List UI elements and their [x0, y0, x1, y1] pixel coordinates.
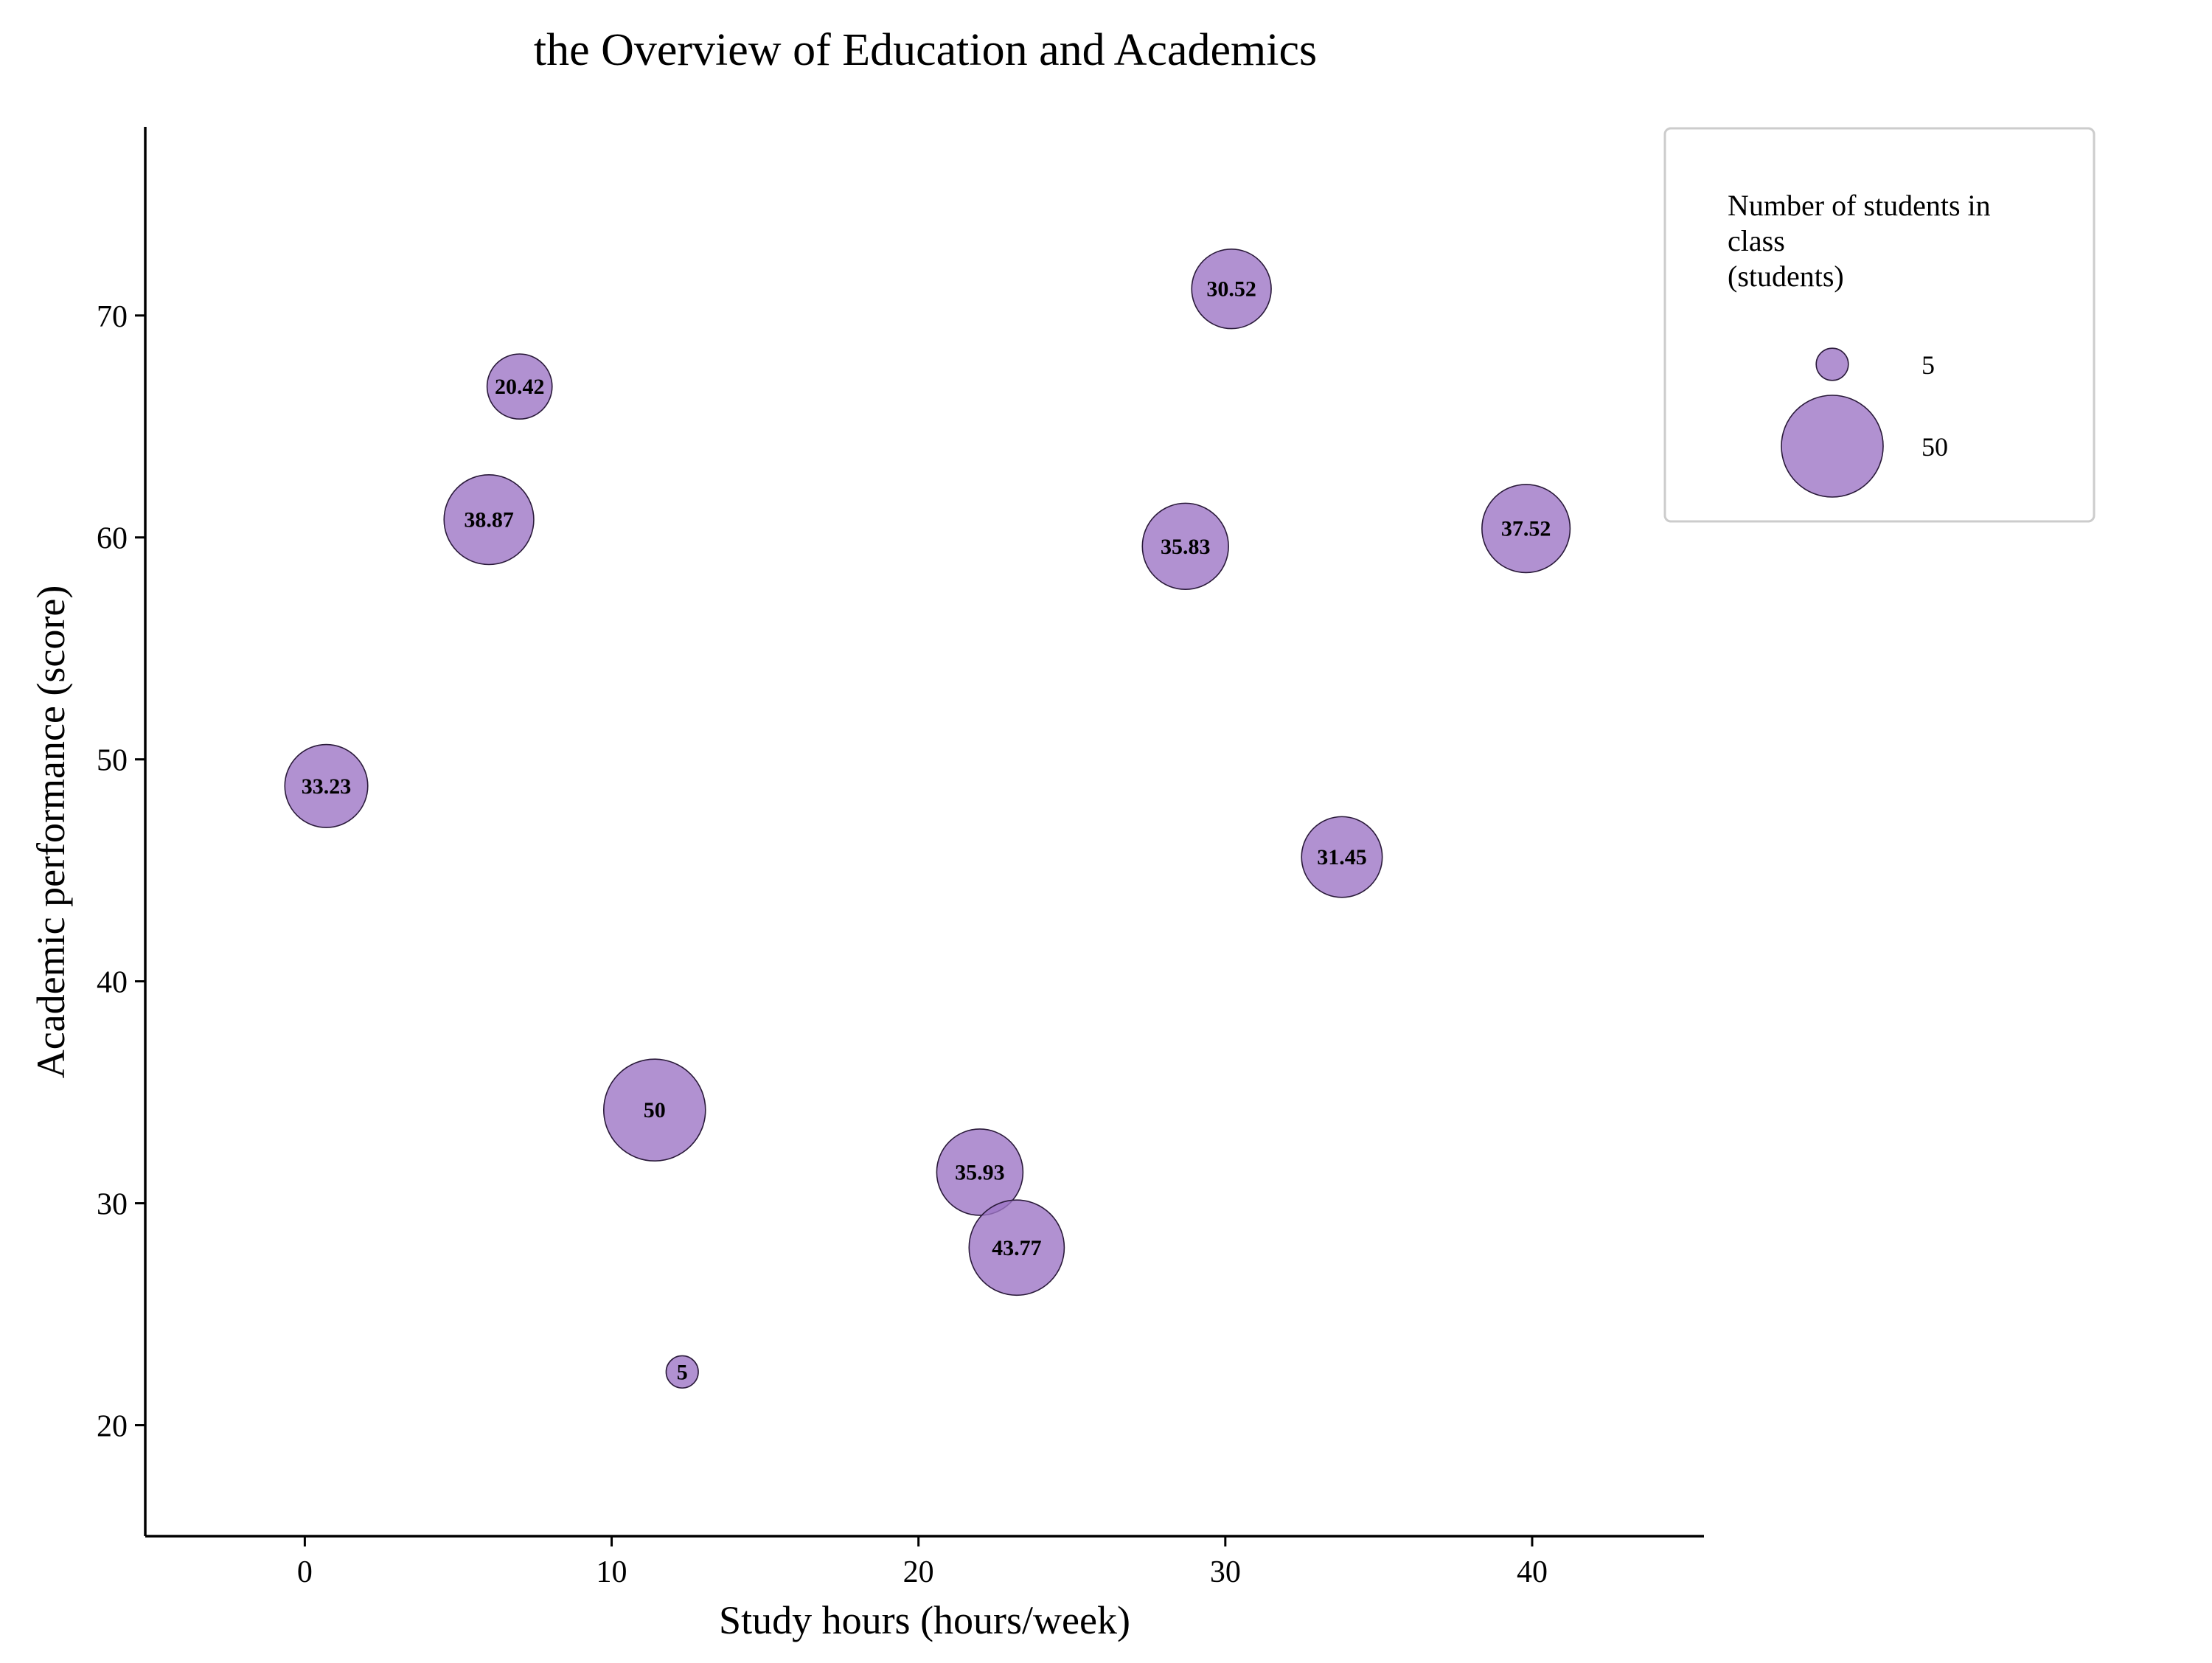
legend-bubble	[1815, 347, 1849, 381]
x-tick-label: 20	[903, 1555, 934, 1589]
chart-title: the Overview of Education and Academics	[534, 25, 1317, 75]
bubble-data-label: 20.42	[495, 375, 545, 399]
x-ticks: 0 10 20 30 40	[297, 1536, 1548, 1589]
bubble-point	[936, 1128, 1024, 1216]
bubble-point	[665, 1355, 699, 1389]
bubble-point	[1481, 484, 1571, 574]
bubble-data-label: 35.93	[955, 1160, 1005, 1184]
y-tick-label: 20	[97, 1410, 128, 1444]
bubble-data-label: 5	[677, 1360, 688, 1384]
bubbles: 33.23 38.87 20.42 50 5 35.93 43.77 35.83 30.52 31…	[284, 248, 1571, 1389]
y-axis-label: Academic performance (score)	[29, 586, 73, 1079]
y-tick-label: 60	[97, 522, 128, 556]
legend-entry-label: 50	[1921, 432, 1948, 462]
bubble-point	[968, 1199, 1065, 1296]
legend: Number of students in class (students) 5 50	[1663, 127, 2096, 523]
axes	[144, 127, 1704, 1538]
bubble-data-label: 37.52	[1501, 517, 1551, 541]
bubble-point	[284, 743, 369, 828]
bubble-point	[443, 474, 535, 566]
x-tick-label: 30	[1210, 1555, 1241, 1589]
bubble-data-label: 35.83	[1161, 535, 1211, 559]
y-tick-label: 70	[97, 300, 128, 334]
legend-title: Number of students in class (students)	[1728, 189, 1991, 293]
x-axis-label: Study hours (hours/week)	[719, 1598, 1130, 1642]
legend-frame	[1663, 127, 2096, 523]
legend-title-line: class	[1728, 224, 1785, 257]
y-tick-label: 40	[97, 966, 128, 1000]
bubble-data-label: 30.52	[1206, 277, 1256, 302]
legend-entry-label: 5	[1921, 350, 1935, 380]
x-tick-label: 0	[297, 1555, 313, 1589]
bubble-point	[486, 353, 553, 420]
bubble-point	[1191, 248, 1272, 330]
bubble-data-label: 43.77	[992, 1236, 1042, 1260]
x-tick-label: 40	[1517, 1555, 1548, 1589]
x-tick-label: 10	[597, 1555, 627, 1589]
legend-bubble	[1781, 395, 1884, 498]
bubble-point	[1141, 502, 1229, 590]
y-tick-label: 30	[97, 1188, 128, 1222]
y-tick-label: 50	[97, 744, 128, 778]
y-ticks: 20 30 40 50 60 70	[97, 300, 145, 1444]
bubble-data-label: 31.45	[1317, 845, 1367, 869]
bubble-data-label: 50	[644, 1098, 666, 1122]
bubble-point	[1301, 816, 1383, 898]
bubble-point	[602, 1058, 706, 1162]
bubble-data-label: 33.23	[302, 774, 352, 799]
legend-title-line: Number of students in	[1728, 189, 1991, 222]
legend-title-line: (students)	[1728, 260, 1844, 293]
legend-entries: 5 50	[1781, 347, 1948, 498]
bubble-data-label: 38.87	[464, 508, 514, 532]
